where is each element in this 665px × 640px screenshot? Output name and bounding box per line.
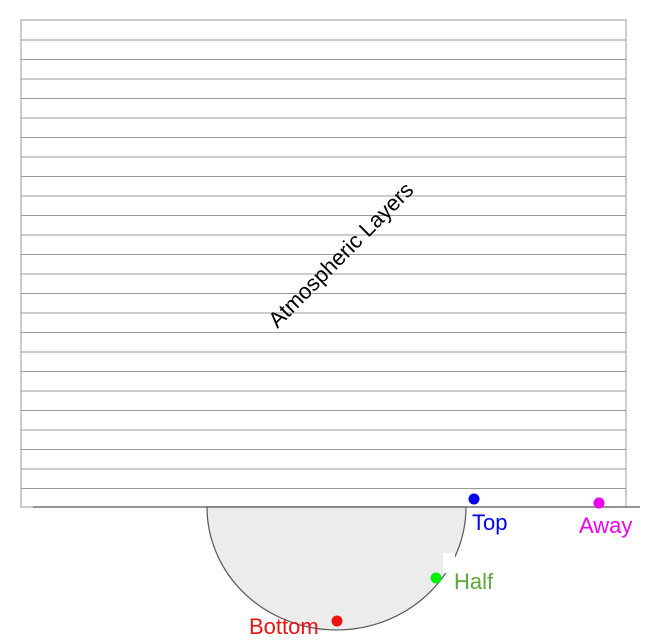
half-label: Half	[454, 569, 494, 594]
top-label: Top	[472, 510, 507, 535]
away-point	[593, 497, 605, 509]
half-point	[430, 572, 442, 584]
bottom-label: Bottom	[249, 614, 319, 639]
layers-frame	[20, 19, 627, 508]
top-point	[468, 493, 480, 505]
bottom-point	[331, 615, 343, 627]
atmospheric-layers	[20, 19, 627, 508]
away-label: Away	[579, 513, 632, 538]
planet-highlight	[443, 553, 455, 573]
planet-half-disc	[206, 506, 467, 631]
